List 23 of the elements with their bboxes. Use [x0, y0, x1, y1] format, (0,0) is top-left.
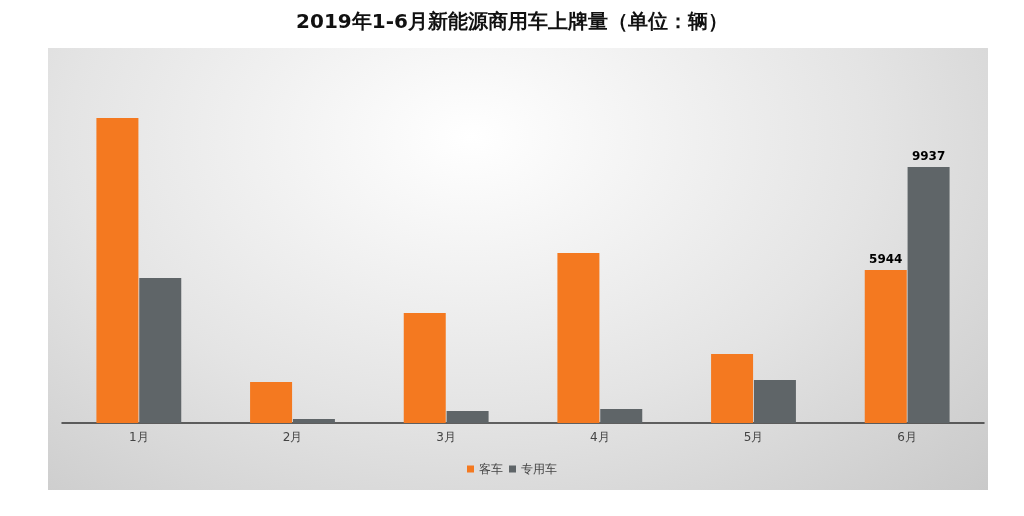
x-tick-label: 2月	[282, 430, 303, 444]
legend-label: 专用车	[521, 462, 557, 476]
bar	[600, 408, 643, 423]
chart-title: 2019年1-6月新能源商用车上牌量（单位：辆）	[296, 9, 728, 33]
bar	[96, 118, 139, 423]
bar	[711, 353, 754, 423]
data-label: 5944	[869, 251, 903, 266]
x-tick-label: 4月	[590, 430, 610, 444]
x-tick-label: 3月	[436, 430, 456, 444]
bar	[446, 411, 489, 423]
bar	[139, 278, 182, 423]
bar	[864, 269, 907, 423]
bar	[292, 419, 335, 423]
bar	[403, 313, 446, 423]
x-tick-label: 5月	[743, 430, 764, 444]
bar	[753, 380, 796, 423]
x-tick-label: 1月	[129, 430, 149, 444]
x-tick-label: 6月	[897, 430, 917, 444]
data-label: 9937	[911, 149, 946, 164]
bar	[907, 167, 950, 423]
bar	[557, 253, 600, 423]
bar	[250, 382, 293, 423]
legend-label: 客车	[479, 462, 503, 476]
